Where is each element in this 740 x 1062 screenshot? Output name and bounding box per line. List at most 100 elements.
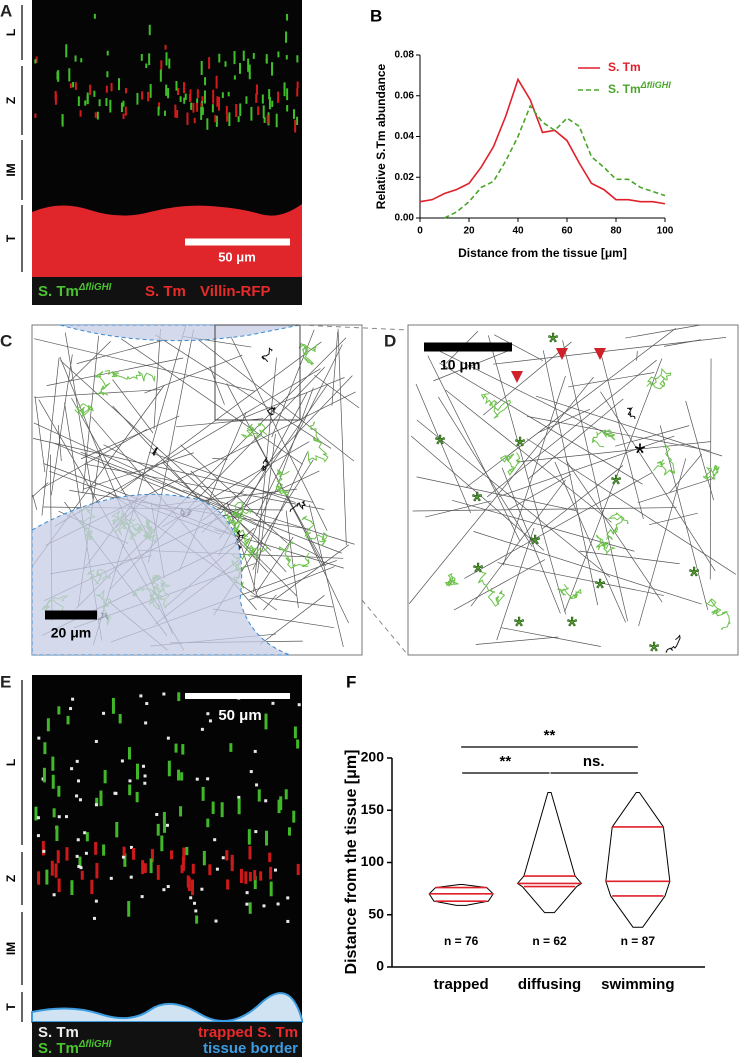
bacterium	[129, 875, 133, 879]
track	[415, 383, 471, 514]
track	[501, 467, 561, 614]
legend-label: S. Tm	[38, 1024, 79, 1041]
bacterium	[255, 783, 259, 787]
bacterium	[183, 97, 186, 104]
bacterium	[57, 815, 61, 819]
bacterium	[255, 84, 258, 96]
bacterium	[105, 98, 108, 107]
track	[120, 341, 322, 492]
bacterium	[187, 877, 191, 892]
bacterium	[225, 105, 228, 116]
legend-strip	[32, 277, 302, 305]
diffusing-track	[275, 468, 290, 497]
track	[416, 419, 611, 578]
diffusing-track	[74, 403, 94, 418]
bacterium	[160, 60, 163, 70]
legend-label: S. TmΔfliGHI	[608, 80, 671, 96]
bacterium	[286, 88, 289, 101]
bacterium	[296, 88, 299, 97]
bacterium	[122, 846, 126, 856]
bacterium	[90, 879, 94, 895]
bacterium	[94, 841, 98, 855]
y-tick-label: 0.08	[395, 50, 415, 61]
track	[562, 340, 628, 622]
bacterium	[149, 858, 153, 874]
track	[535, 395, 723, 457]
bacterium	[208, 57, 211, 69]
bacterium	[208, 719, 212, 723]
bacterium	[56, 850, 60, 864]
track	[120, 338, 303, 465]
track	[32, 438, 314, 503]
bacterium	[164, 44, 167, 50]
track	[501, 627, 601, 647]
bacterium	[95, 797, 99, 807]
track	[331, 331, 339, 406]
track	[308, 504, 344, 648]
track	[242, 492, 273, 558]
bacterium	[268, 96, 271, 110]
track	[579, 550, 680, 565]
y-tick-label: 0.06	[395, 90, 415, 101]
panel-label: A	[0, 1, 12, 20]
asterisk: *	[473, 557, 483, 587]
bacterium	[182, 847, 186, 861]
bacterium	[75, 794, 79, 798]
bacterium	[286, 919, 290, 923]
track	[64, 332, 94, 500]
bacterium	[286, 896, 290, 900]
y-tick-label: 50	[368, 905, 384, 921]
bacterium	[183, 82, 186, 94]
bacterium	[165, 84, 168, 96]
bacterium	[78, 798, 82, 802]
panel-label: B	[370, 6, 382, 25]
bacterium	[140, 895, 144, 899]
track	[226, 501, 259, 599]
trapped-track	[627, 406, 636, 419]
bacterium	[226, 115, 229, 122]
bacterium	[124, 88, 127, 94]
label-text: S. Tm	[38, 1040, 79, 1057]
track	[416, 476, 576, 511]
bacterium	[150, 849, 154, 863]
bacterium	[77, 779, 81, 783]
bacterium	[110, 82, 113, 92]
bacterium	[136, 92, 139, 105]
bacterium	[297, 703, 301, 707]
bacterium	[41, 840, 45, 856]
track	[263, 594, 277, 611]
trapped-track	[665, 634, 681, 653]
bacterium	[294, 119, 297, 133]
track	[155, 334, 332, 449]
bacterium	[196, 89, 199, 99]
track	[636, 351, 638, 361]
track	[538, 408, 591, 433]
trapped-track	[151, 447, 159, 457]
bacterium	[216, 96, 219, 107]
bacterium	[186, 112, 189, 126]
bacterium	[46, 718, 50, 732]
bacterium	[296, 863, 300, 876]
diffusing-track	[653, 444, 676, 476]
bacterium	[118, 78, 121, 91]
bacterium	[114, 791, 118, 795]
legend-label: S. Tm	[145, 283, 186, 300]
bacterium	[122, 113, 125, 120]
trapped-track	[266, 406, 276, 416]
bacterium	[143, 774, 147, 778]
bacterium	[242, 50, 245, 61]
bacterium	[262, 904, 266, 908]
series-line	[444, 104, 666, 219]
track	[31, 482, 49, 498]
bacterium	[80, 870, 84, 880]
track	[554, 461, 626, 623]
bacterium	[50, 860, 54, 876]
legend-label: S. Tm	[608, 60, 641, 74]
y-tick-label: 150	[361, 801, 385, 817]
bacterium	[215, 115, 218, 127]
bacterium	[122, 100, 125, 107]
bacterium	[129, 845, 133, 849]
bacterium	[51, 774, 55, 789]
bacterium	[239, 868, 243, 884]
bacterium	[65, 847, 69, 861]
